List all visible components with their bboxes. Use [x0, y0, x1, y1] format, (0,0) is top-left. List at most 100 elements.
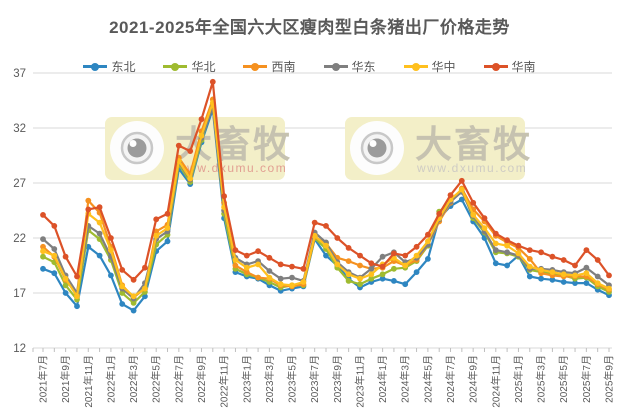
series-point-CC-2025-07 — [583, 270, 590, 277]
series-point-CC-2025-03 — [538, 267, 544, 273]
x-axis-label-2025年1月: 2025年1月 — [512, 355, 525, 403]
series-point-CC-2021-08 — [51, 252, 58, 259]
series-point-SC-2023-02 — [255, 248, 261, 255]
x-axis-label-2024年11月: 2024年11月 — [489, 355, 502, 408]
series-point-SC-2022-02 — [119, 267, 126, 273]
series-point-SC-2021-10 — [74, 273, 80, 280]
series-point-SC-2022-03 — [130, 276, 137, 283]
series-point-CC-2023-10 — [345, 271, 352, 278]
series-point-SC-2022-11 — [221, 193, 228, 200]
legend-dot-icon — [171, 62, 180, 71]
series-point-EC-2021-12 — [96, 230, 103, 237]
series-point-EC-2025-08 — [594, 273, 601, 280]
series-point-NE-2024-04 — [413, 269, 420, 275]
series-point-CC-2024-03 — [402, 262, 409, 269]
series-point-NE-2022-03 — [130, 307, 137, 314]
x-axis-label-2022年1月: 2022年1月 — [104, 355, 117, 403]
series-point-NE-2025-05 — [560, 279, 567, 285]
series-point-CC-2025-08 — [594, 280, 601, 286]
legend-marker-NC — [163, 62, 188, 71]
series-point-SW-2023-02 — [255, 274, 261, 281]
series-point-NE-2021-08 — [51, 270, 58, 277]
series-point-NE-2021-12 — [96, 252, 103, 259]
series-point-CC-2024-09 — [470, 212, 477, 218]
series-point-NE-2022-01 — [108, 272, 114, 279]
series-point-CC-2023-09 — [334, 261, 341, 268]
x-axis-label-2024年3月: 2024年3月 — [399, 355, 412, 403]
series-point-EC-2023-05 — [289, 274, 295, 281]
series-point-NE-2025-03 — [538, 275, 544, 282]
legend-dot-icon — [331, 62, 340, 71]
x-axis-label-2024年9月: 2024年9月 — [467, 355, 480, 403]
series-point-CC-2023-06 — [300, 279, 307, 285]
series-point-SW-2023-10 — [345, 258, 352, 264]
series-point-SC-2024-10 — [481, 215, 488, 222]
series-point-SC-2025-06 — [572, 262, 578, 269]
watermark-brand: 大畜牧 — [415, 124, 532, 165]
series-point-SC-2022-09 — [198, 116, 205, 123]
legend-item-NC: 华北 — [163, 58, 215, 75]
series-point-CC-2023-05 — [289, 282, 295, 289]
legend-item-CC: 华中 — [403, 58, 456, 75]
series-point-CC-2021-09 — [62, 275, 69, 282]
x-axis-label-2021年9月: 2021年9月 — [59, 355, 72, 403]
series-point-NE-2024-11 — [492, 260, 499, 267]
legend-label-CC: 华中 — [431, 60, 456, 74]
legend-marker-SC — [483, 62, 508, 71]
series-point-SC-2025-01 — [515, 242, 522, 249]
series-point-EC-2024-01 — [379, 253, 386, 260]
x-axis-label-2023年9月: 2023年9月 — [331, 355, 344, 403]
series-point-NE-2025-06 — [572, 280, 578, 286]
series-point-CC-2025-02 — [526, 263, 533, 270]
series-point-SC-2024-03 — [402, 252, 409, 259]
legend-marker-EC — [323, 62, 348, 71]
series-point-SC-2023-03 — [266, 254, 273, 261]
series-point-CC-2023-02 — [255, 261, 261, 268]
legend-marker-CC — [403, 62, 428, 71]
watermark-url: www.dxumu.com — [416, 161, 527, 175]
y-tick-label-32: 32 — [13, 123, 26, 135]
y-tick-label-37: 37 — [13, 68, 26, 80]
y-tick-label-27: 27 — [13, 178, 26, 190]
series-point-NE-2022-06 — [164, 238, 171, 245]
legend-marker-SW — [243, 62, 268, 71]
series-point-CC-2021-10 — [74, 293, 80, 300]
series-point-NC-2024-01 — [379, 271, 386, 278]
x-axis-label-2022年7月: 2022年7月 — [172, 355, 185, 403]
series-point-SW-2021-07 — [40, 243, 46, 250]
series-point-CC-2022-04 — [142, 285, 148, 292]
series-point-SC-2025-02 — [526, 247, 533, 254]
series-point-CC-2021-07 — [40, 248, 46, 255]
x-axis-label-2022年11月: 2022年11月 — [218, 355, 231, 408]
series-point-SC-2024-07 — [447, 192, 454, 199]
series-point-SC-2022-12 — [232, 247, 239, 254]
legend-label-SC: 华南 — [511, 60, 536, 74]
series-point-SC-2023-08 — [323, 223, 329, 229]
series-point-SW-2022-12 — [232, 262, 239, 269]
legend-dot-icon — [91, 62, 100, 71]
watermark-url: www.dxumu.com — [176, 161, 287, 175]
series-point-SC-2021-07 — [40, 212, 46, 218]
x-axis-label-2022年5月: 2022年5月 — [150, 355, 163, 403]
series-point-SC-2023-11 — [357, 252, 363, 259]
series-point-SC-2022-06 — [164, 210, 171, 217]
series-point-CC-2024-12 — [504, 242, 510, 249]
legend-label-EC: 华东 — [351, 60, 376, 74]
series-point-CC-2023-12 — [368, 271, 375, 278]
series-point-SC-2021-09 — [62, 253, 69, 260]
series-point-SW-2021-11 — [85, 197, 92, 204]
series-point-SC-2025-08 — [594, 257, 601, 263]
series-point-NE-2024-08 — [458, 196, 465, 203]
series-point-EC-2025-07 — [583, 264, 590, 271]
legend-label-SW: 西南 — [271, 60, 296, 74]
series-point-CC-2021-12 — [96, 219, 103, 226]
x-axis-label-2021年11月: 2021年11月 — [82, 355, 95, 408]
series-point-CC-2024-04 — [413, 252, 420, 259]
series-point-SC-2024-08 — [458, 177, 465, 184]
series-point-CC-2022-09 — [198, 132, 205, 139]
series-point-SC-2022-05 — [153, 216, 160, 223]
series-point-CC-2022-06 — [164, 225, 171, 232]
series-point-NE-2025-04 — [549, 276, 556, 283]
